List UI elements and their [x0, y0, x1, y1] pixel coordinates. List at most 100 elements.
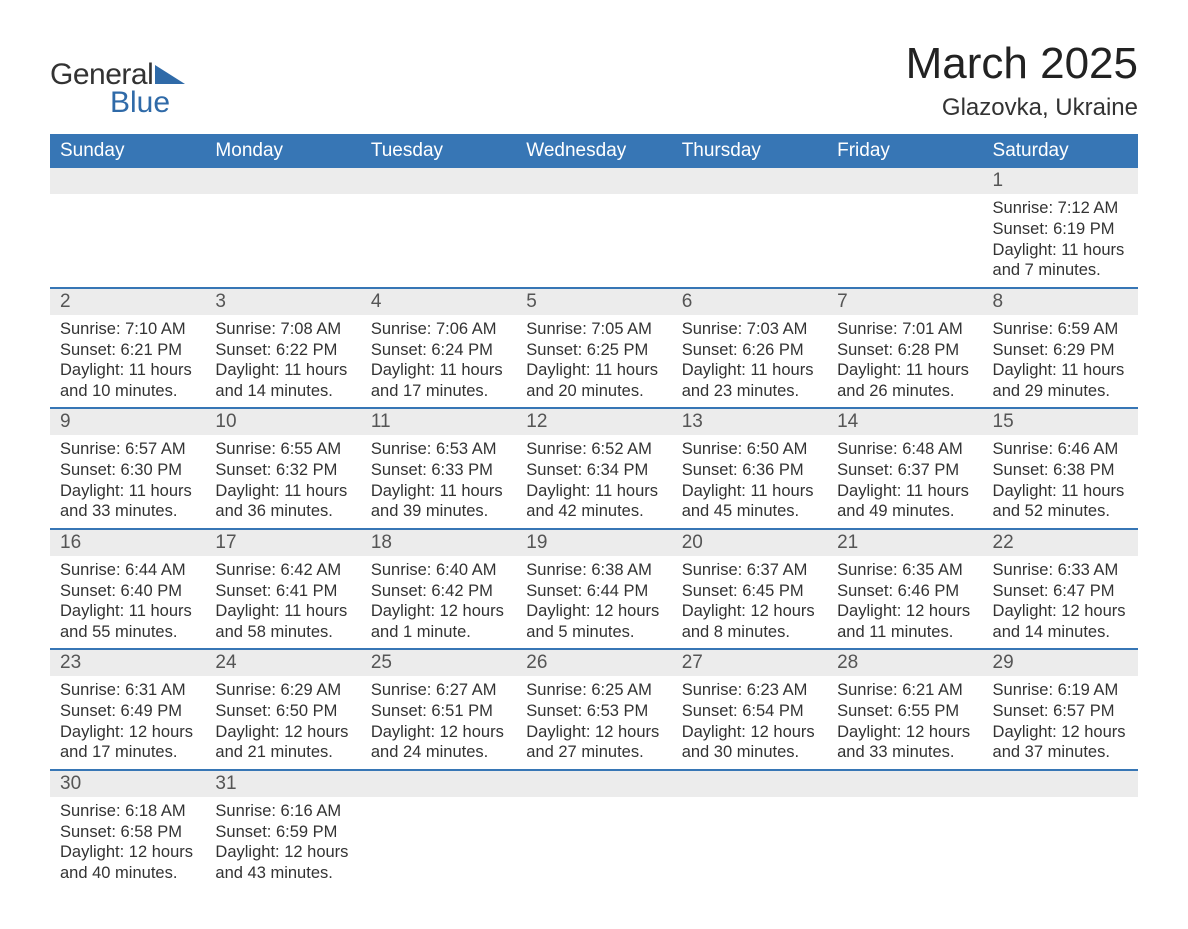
day-sunset: Sunset: 6:37 PM — [837, 460, 972, 481]
calendar-cell-empty — [516, 770, 671, 890]
day-daylight1: Daylight: 12 hours — [993, 722, 1128, 743]
day-sunrise: Sunrise: 6:27 AM — [371, 680, 506, 701]
calendar-cell: 31Sunrise: 6:16 AMSunset: 6:59 PMDayligh… — [205, 770, 360, 890]
day-number: 10 — [205, 409, 360, 435]
day-sunset: Sunset: 6:47 PM — [993, 581, 1128, 602]
day-daylight1: Daylight: 11 hours — [371, 481, 506, 502]
day-daylight1: Daylight: 11 hours — [371, 360, 506, 381]
day-number: 29 — [983, 650, 1138, 676]
day-daylight2: and 8 minutes. — [682, 622, 817, 643]
day-content: Sunrise: 6:38 AMSunset: 6:44 PMDaylight:… — [516, 556, 671, 649]
day-sunrise: Sunrise: 6:38 AM — [526, 560, 661, 581]
day-number: 23 — [50, 650, 205, 676]
calendar-cell: 4Sunrise: 7:06 AMSunset: 6:24 PMDaylight… — [361, 288, 516, 409]
day-sunset: Sunset: 6:46 PM — [837, 581, 972, 602]
day-content: Sunrise: 6:55 AMSunset: 6:32 PMDaylight:… — [205, 435, 360, 528]
day-sunrise: Sunrise: 7:10 AM — [60, 319, 195, 340]
day-number: 8 — [983, 289, 1138, 315]
day-number: 30 — [50, 771, 205, 797]
day-daylight2: and 45 minutes. — [682, 501, 817, 522]
day-sunrise: Sunrise: 6:53 AM — [371, 439, 506, 460]
day-content: Sunrise: 6:42 AMSunset: 6:41 PMDaylight:… — [205, 556, 360, 649]
day-content: Sunrise: 6:46 AMSunset: 6:38 PMDaylight:… — [983, 435, 1138, 528]
day-daylight2: and 7 minutes. — [993, 260, 1128, 281]
calendar-cell: 13Sunrise: 6:50 AMSunset: 6:36 PMDayligh… — [672, 408, 827, 529]
day-daylight1: Daylight: 12 hours — [371, 722, 506, 743]
day-sunrise: Sunrise: 6:25 AM — [526, 680, 661, 701]
day-sunrise: Sunrise: 6:57 AM — [60, 439, 195, 460]
day-sunrise: Sunrise: 6:19 AM — [993, 680, 1128, 701]
day-content: Sunrise: 6:37 AMSunset: 6:45 PMDaylight:… — [672, 556, 827, 649]
day-content: Sunrise: 6:50 AMSunset: 6:36 PMDaylight:… — [672, 435, 827, 528]
calendar-cell-empty — [205, 168, 360, 288]
day-number: 21 — [827, 530, 982, 556]
day-sunrise: Sunrise: 7:08 AM — [215, 319, 350, 340]
day-sunset: Sunset: 6:53 PM — [526, 701, 661, 722]
calendar-cell: 23Sunrise: 6:31 AMSunset: 6:49 PMDayligh… — [50, 649, 205, 770]
day-daylight1: Daylight: 11 hours — [60, 481, 195, 502]
day-content: Sunrise: 7:03 AMSunset: 6:26 PMDaylight:… — [672, 315, 827, 408]
day-daylight1: Daylight: 12 hours — [60, 722, 195, 743]
day-sunrise: Sunrise: 6:33 AM — [993, 560, 1128, 581]
day-content — [361, 797, 516, 885]
calendar-week: 16Sunrise: 6:44 AMSunset: 6:40 PMDayligh… — [50, 529, 1138, 650]
day-number: 1 — [983, 168, 1138, 194]
day-sunset: Sunset: 6:36 PM — [682, 460, 817, 481]
day-daylight1: Daylight: 12 hours — [371, 601, 506, 622]
calendar-cell: 18Sunrise: 6:40 AMSunset: 6:42 PMDayligh… — [361, 529, 516, 650]
day-sunset: Sunset: 6:25 PM — [526, 340, 661, 361]
calendar-cell-empty — [361, 168, 516, 288]
calendar-cell: 3Sunrise: 7:08 AMSunset: 6:22 PMDaylight… — [205, 288, 360, 409]
day-daylight1: Daylight: 11 hours — [993, 360, 1128, 381]
calendar-week: 23Sunrise: 6:31 AMSunset: 6:49 PMDayligh… — [50, 649, 1138, 770]
day-content — [361, 194, 516, 282]
day-content: Sunrise: 7:08 AMSunset: 6:22 PMDaylight:… — [205, 315, 360, 408]
day-sunset: Sunset: 6:19 PM — [993, 219, 1128, 240]
day-daylight1: Daylight: 12 hours — [526, 601, 661, 622]
calendar-cell: 10Sunrise: 6:55 AMSunset: 6:32 PMDayligh… — [205, 408, 360, 529]
day-sunset: Sunset: 6:57 PM — [993, 701, 1128, 722]
day-number: 19 — [516, 530, 671, 556]
day-number: 9 — [50, 409, 205, 435]
day-sunrise: Sunrise: 6:37 AM — [682, 560, 817, 581]
day-number: 6 — [672, 289, 827, 315]
day-sunset: Sunset: 6:42 PM — [371, 581, 506, 602]
day-sunrise: Sunrise: 7:03 AM — [682, 319, 817, 340]
day-sunrise: Sunrise: 7:05 AM — [526, 319, 661, 340]
calendar-cell: 11Sunrise: 6:53 AMSunset: 6:33 PMDayligh… — [361, 408, 516, 529]
day-daylight1: Daylight: 12 hours — [682, 601, 817, 622]
day-daylight2: and 20 minutes. — [526, 381, 661, 402]
day-number: 4 — [361, 289, 516, 315]
day-daylight1: Daylight: 11 hours — [837, 360, 972, 381]
day-number — [205, 168, 360, 194]
day-daylight2: and 11 minutes. — [837, 622, 972, 643]
calendar-cell-empty — [827, 770, 982, 890]
day-sunrise: Sunrise: 6:46 AM — [993, 439, 1128, 460]
day-sunset: Sunset: 6:24 PM — [371, 340, 506, 361]
logo-blue: Blue — [110, 88, 185, 118]
day-daylight1: Daylight: 11 hours — [993, 481, 1128, 502]
day-daylight1: Daylight: 12 hours — [682, 722, 817, 743]
day-content: Sunrise: 6:52 AMSunset: 6:34 PMDaylight:… — [516, 435, 671, 528]
day-daylight2: and 26 minutes. — [837, 381, 972, 402]
day-sunset: Sunset: 6:50 PM — [215, 701, 350, 722]
day-number — [983, 771, 1138, 797]
day-number: 11 — [361, 409, 516, 435]
day-daylight2: and 17 minutes. — [60, 742, 195, 763]
day-content: Sunrise: 6:44 AMSunset: 6:40 PMDaylight:… — [50, 556, 205, 649]
day-number: 31 — [205, 771, 360, 797]
day-daylight1: Daylight: 12 hours — [993, 601, 1128, 622]
day-daylight2: and 14 minutes. — [215, 381, 350, 402]
day-sunset: Sunset: 6:21 PM — [60, 340, 195, 361]
day-number: 14 — [827, 409, 982, 435]
day-content: Sunrise: 7:10 AMSunset: 6:21 PMDaylight:… — [50, 315, 205, 408]
day-sunset: Sunset: 6:28 PM — [837, 340, 972, 361]
calendar-cell: 15Sunrise: 6:46 AMSunset: 6:38 PMDayligh… — [983, 408, 1138, 529]
day-daylight1: Daylight: 11 hours — [993, 240, 1128, 261]
day-sunset: Sunset: 6:44 PM — [526, 581, 661, 602]
day-sunrise: Sunrise: 6:18 AM — [60, 801, 195, 822]
day-sunset: Sunset: 6:54 PM — [682, 701, 817, 722]
day-daylight1: Daylight: 12 hours — [526, 722, 661, 743]
calendar-cell: 14Sunrise: 6:48 AMSunset: 6:37 PMDayligh… — [827, 408, 982, 529]
day-sunset: Sunset: 6:51 PM — [371, 701, 506, 722]
